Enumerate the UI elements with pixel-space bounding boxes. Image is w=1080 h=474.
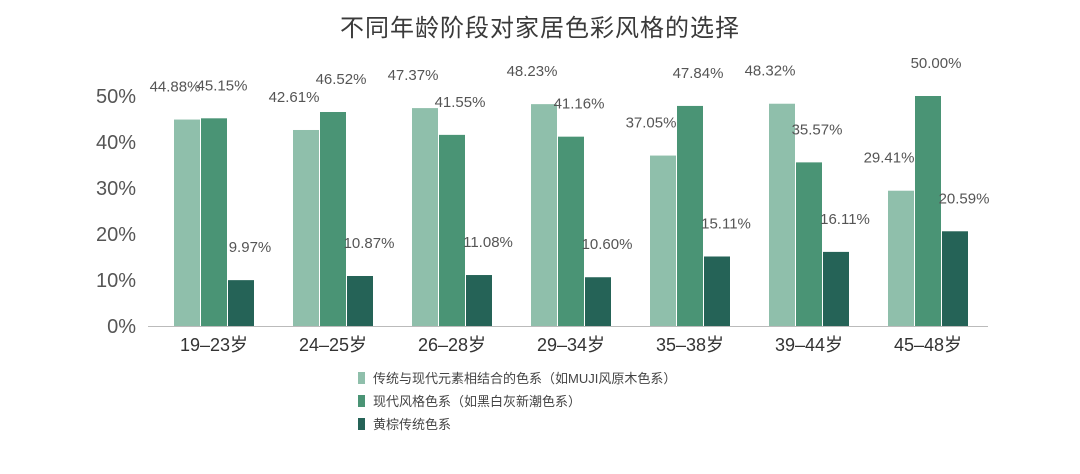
legend-label-mixed: 传统与现代元素相结合的色系（如MUJI风原木色系） xyxy=(373,371,677,386)
x-tick-label: 29–34岁 xyxy=(537,335,605,355)
data-label-mixed: 48.23% xyxy=(507,63,558,80)
data-label-traditional: 15.11% xyxy=(701,215,751,232)
bar-modern xyxy=(915,96,941,326)
legend-swatch-traditional xyxy=(358,417,365,430)
y-tick-label: 50% xyxy=(96,86,136,108)
data-label-modern: 41.16% xyxy=(554,96,605,113)
x-tick-label: 35–38岁 xyxy=(656,335,724,355)
legend-label-modern: 现代风格色系（如黑白灰新潮色系） xyxy=(373,394,582,409)
x-tick-label: 45–48岁 xyxy=(894,335,962,355)
y-tick-label: 40% xyxy=(96,132,136,154)
bar-mixed xyxy=(769,103,795,326)
data-label-modern: 47.84% xyxy=(673,65,724,82)
data-label-traditional: 16.11% xyxy=(820,211,870,228)
data-label-modern: 41.55% xyxy=(435,94,486,111)
data-label-traditional: 20.59% xyxy=(939,190,990,207)
data-label-mixed: 37.05% xyxy=(626,115,677,132)
bar-traditional xyxy=(466,275,492,326)
bar-mixed xyxy=(174,119,200,326)
legend-swatch-mixed xyxy=(358,371,365,384)
data-label-traditional: 10.60% xyxy=(582,236,633,253)
data-label-modern: 35.57% xyxy=(792,121,843,138)
bar-traditional xyxy=(823,251,849,326)
data-label-modern: 45.15% xyxy=(197,77,248,94)
bar-mixed xyxy=(412,108,438,327)
legend: 传统与现代元素相结合的色系（如MUJI风原木色系） 现代风格色系（如黑白灰新潮色… xyxy=(358,366,676,435)
bar-mixed xyxy=(531,104,557,326)
y-tick-label: 20% xyxy=(96,224,136,246)
bar-modern xyxy=(201,118,227,326)
data-label-traditional: 10.87% xyxy=(344,235,395,252)
x-tick-label: 39–44岁 xyxy=(775,335,843,355)
bar-modern xyxy=(558,136,584,326)
bar-mixed xyxy=(888,190,914,326)
data-label-mixed: 29.41% xyxy=(864,150,915,167)
data-label-traditional: 9.97% xyxy=(229,239,272,256)
bar-traditional xyxy=(228,280,254,326)
data-label-mixed: 44.88% xyxy=(150,79,201,96)
legend-item-modern: 现代风格色系（如黑白灰新潮色系） xyxy=(358,389,676,412)
y-tick-label: 30% xyxy=(96,178,136,200)
bar-traditional xyxy=(704,256,730,326)
x-tick-label: 19–23岁 xyxy=(180,335,248,355)
legend-item-mixed: 传统与现代元素相结合的色系（如MUJI风原木色系） xyxy=(358,366,676,389)
bar-traditional xyxy=(585,277,611,326)
data-label-modern: 46.52% xyxy=(316,71,367,88)
x-tick-label: 24–25岁 xyxy=(299,335,367,355)
x-tick-label: 26–28岁 xyxy=(418,335,486,355)
bar-traditional xyxy=(347,275,373,326)
y-tick-label: 10% xyxy=(96,270,136,292)
data-label-traditional: 11.08% xyxy=(463,234,513,251)
data-label-modern: 50.00% xyxy=(911,55,962,72)
chart-title: 不同年龄阶段对家居色彩风格的选择 xyxy=(340,15,740,42)
bar-modern xyxy=(796,162,822,326)
bar-modern xyxy=(439,134,465,326)
legend-item-traditional: 黄棕传统色系 xyxy=(358,412,676,435)
data-label-mixed: 42.61% xyxy=(269,89,320,106)
legend-label-traditional: 黄棕传统色系 xyxy=(373,417,452,432)
bar-traditional xyxy=(942,231,968,326)
bar-modern xyxy=(320,112,346,327)
data-label-mixed: 47.37% xyxy=(388,67,439,84)
legend-swatch-modern xyxy=(358,394,365,407)
bar-modern xyxy=(677,105,703,326)
bar-mixed xyxy=(650,155,676,326)
y-tick-label: 0% xyxy=(107,316,136,338)
data-label-mixed: 48.32% xyxy=(745,63,796,80)
bar-mixed xyxy=(293,129,319,326)
